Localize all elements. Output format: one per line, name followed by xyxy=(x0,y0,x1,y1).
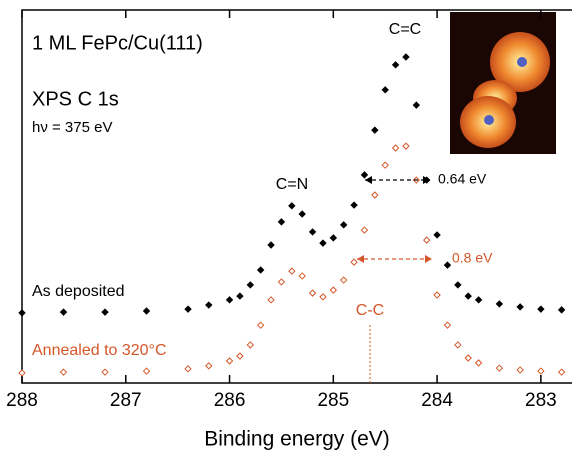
data-point xyxy=(403,143,409,149)
data-point xyxy=(102,369,108,375)
data-point xyxy=(351,259,357,265)
data-point xyxy=(206,302,212,308)
data-point xyxy=(258,267,264,273)
data-point xyxy=(206,363,212,369)
data-point xyxy=(424,237,430,243)
data-point xyxy=(330,235,336,241)
data-point xyxy=(61,309,67,315)
x-tick-label: 283 xyxy=(525,390,557,411)
data-point xyxy=(310,229,316,235)
data-point xyxy=(289,203,295,209)
data-point xyxy=(559,369,565,375)
data-point xyxy=(144,308,150,314)
data-point xyxy=(320,294,326,300)
arrow-head xyxy=(357,255,364,263)
data-point xyxy=(465,355,471,361)
data-point xyxy=(382,87,388,93)
chart: 288 287 286 285 284 283 Binding energy (eV) As … xyxy=(0,0,572,453)
data-point xyxy=(538,368,544,374)
data-point xyxy=(382,162,388,168)
data-point xyxy=(517,304,523,310)
data-point xyxy=(299,273,305,279)
data-point xyxy=(413,102,419,108)
data-point xyxy=(320,240,326,246)
data-point xyxy=(476,360,482,366)
data-point xyxy=(393,62,399,68)
data-point xyxy=(19,310,25,316)
data-point xyxy=(444,322,450,328)
data-point xyxy=(444,262,450,268)
data-point xyxy=(299,211,305,217)
annotation: C-C xyxy=(356,302,384,319)
annotation: XPS C 1s xyxy=(32,88,119,110)
data-point xyxy=(341,277,347,283)
data-point xyxy=(227,358,233,364)
arrow-head xyxy=(425,255,432,263)
data-point xyxy=(227,297,233,303)
data-point xyxy=(102,309,108,315)
data-point xyxy=(538,306,544,312)
data-point xyxy=(351,202,357,208)
data-point xyxy=(455,342,461,348)
data-point xyxy=(361,227,367,233)
data-point xyxy=(268,297,274,303)
data-point xyxy=(330,287,336,293)
data-point xyxy=(310,290,316,296)
annotation: C=N xyxy=(276,176,308,193)
data-point xyxy=(185,306,191,312)
data-point xyxy=(237,353,243,359)
data-point xyxy=(289,268,295,274)
data-point xyxy=(393,145,399,151)
x-tick-label: 284 xyxy=(421,390,453,411)
data-point xyxy=(19,370,25,376)
x-tick-label: 287 xyxy=(110,390,142,411)
x-tick-label: 288 xyxy=(6,390,38,411)
data-point xyxy=(258,322,264,328)
data-point xyxy=(61,369,67,375)
data-point xyxy=(372,127,378,133)
data-point xyxy=(476,297,482,303)
data-point xyxy=(559,307,565,313)
inset-image xyxy=(450,12,556,154)
annotation: 0.64 eV xyxy=(438,171,487,187)
data-point xyxy=(496,301,502,307)
annotation: C=C xyxy=(389,21,421,38)
x-tick-label: 286 xyxy=(214,390,246,411)
data-point xyxy=(247,282,253,288)
x-axis-label: Binding energy (eV) xyxy=(204,428,390,451)
data-point xyxy=(185,366,191,372)
series-label: As deposited xyxy=(32,283,125,300)
data-point xyxy=(434,232,440,238)
data-point xyxy=(455,282,461,288)
data-point xyxy=(434,292,440,298)
data-point xyxy=(144,368,150,374)
annotation: 0.8 eV xyxy=(452,250,493,266)
data-point xyxy=(278,279,284,285)
arrow-head xyxy=(365,176,372,184)
data-point xyxy=(517,367,523,373)
data-point xyxy=(361,172,367,178)
data-point xyxy=(372,192,378,198)
data-point xyxy=(268,242,274,248)
data-point xyxy=(496,365,502,371)
series-label: Annealed to 320°C xyxy=(32,342,167,359)
data-point xyxy=(341,222,347,228)
data-point xyxy=(465,293,471,299)
annotation: hν = 375 eV xyxy=(32,119,112,136)
data-point xyxy=(237,293,243,299)
data-point xyxy=(278,219,284,225)
x-tick-label: 285 xyxy=(317,390,349,411)
data-point xyxy=(403,54,409,60)
annotation: 1 ML FePc/Cu(111) xyxy=(32,32,203,54)
data-point xyxy=(247,342,253,348)
